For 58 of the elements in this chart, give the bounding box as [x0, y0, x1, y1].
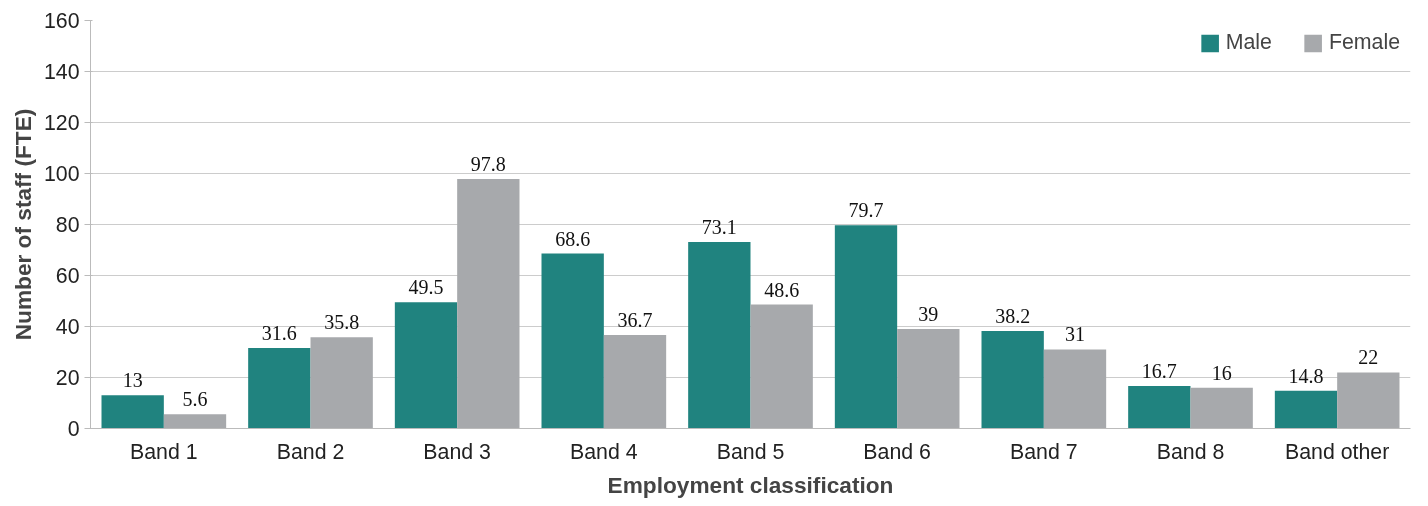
data-label: 39 [918, 303, 939, 326]
y-tick-label: 60 [55, 264, 80, 288]
bar [1337, 372, 1400, 429]
data-label: 38.2 [995, 305, 1031, 328]
x-tick-label: Band 1 [130, 439, 198, 464]
y-tick-label: 40 [55, 315, 80, 339]
y-tick-label: 120 [43, 111, 80, 135]
data-label: 73.1 [701, 216, 737, 239]
x-tick-label: Band other [1284, 439, 1390, 464]
data-label: 49.5 [408, 276, 444, 299]
bar [1190, 387, 1253, 429]
y-tick-label: 20 [55, 366, 80, 390]
data-label: 97.8 [470, 153, 506, 176]
data-label: 5.6 [182, 388, 208, 411]
bar [981, 331, 1044, 429]
data-label: 16.7 [1141, 359, 1177, 382]
x-tick-label: Band 8 [1156, 439, 1225, 464]
y-axis-title: Number of staff (FTE) [9, 108, 36, 341]
data-label: 68.6 [555, 227, 591, 250]
data-label: 13 [122, 369, 143, 392]
bar [1274, 390, 1338, 429]
data-label: 16 [1211, 361, 1232, 384]
bar [394, 302, 458, 429]
data-label: 36.7 [617, 308, 653, 331]
bar [834, 225, 898, 429]
x-tick-label: Band 7 [1010, 439, 1078, 464]
data-label: 79.7 [848, 199, 884, 222]
bar [688, 242, 751, 429]
data-label: 35.8 [324, 311, 360, 334]
legend-label: Male [1225, 30, 1272, 55]
data-label: 22 [1358, 346, 1379, 369]
y-tick-label: 160 [43, 9, 80, 33]
bar [1128, 385, 1191, 429]
data-label: 31 [1065, 323, 1085, 346]
y-tick-label: 140 [43, 60, 80, 84]
bar [750, 304, 813, 429]
bar [603, 334, 667, 429]
x-axis-title: Employment classification [607, 471, 894, 498]
x-tick-label: Band 5 [716, 439, 785, 464]
x-tick-label: Band 2 [276, 439, 345, 464]
data-label: 48.6 [764, 278, 800, 301]
data-label: 14.8 [1288, 364, 1324, 387]
bar [457, 179, 520, 429]
y-tick-label: 80 [55, 213, 80, 237]
legend-label: Female [1328, 30, 1400, 55]
bar [541, 253, 604, 429]
bar [101, 395, 164, 429]
x-tick-label: Band 6 [863, 439, 931, 464]
data-label: 31.6 [261, 321, 297, 344]
bar [163, 414, 227, 429]
y-tick-label: 100 [43, 162, 80, 186]
bar [897, 329, 960, 429]
bar [248, 347, 311, 429]
x-tick-label: Band 4 [570, 439, 638, 464]
bar [310, 337, 373, 429]
x-tick-label: Band 3 [423, 439, 491, 464]
bar [1043, 349, 1107, 429]
y-tick-label: 0 [67, 417, 80, 441]
